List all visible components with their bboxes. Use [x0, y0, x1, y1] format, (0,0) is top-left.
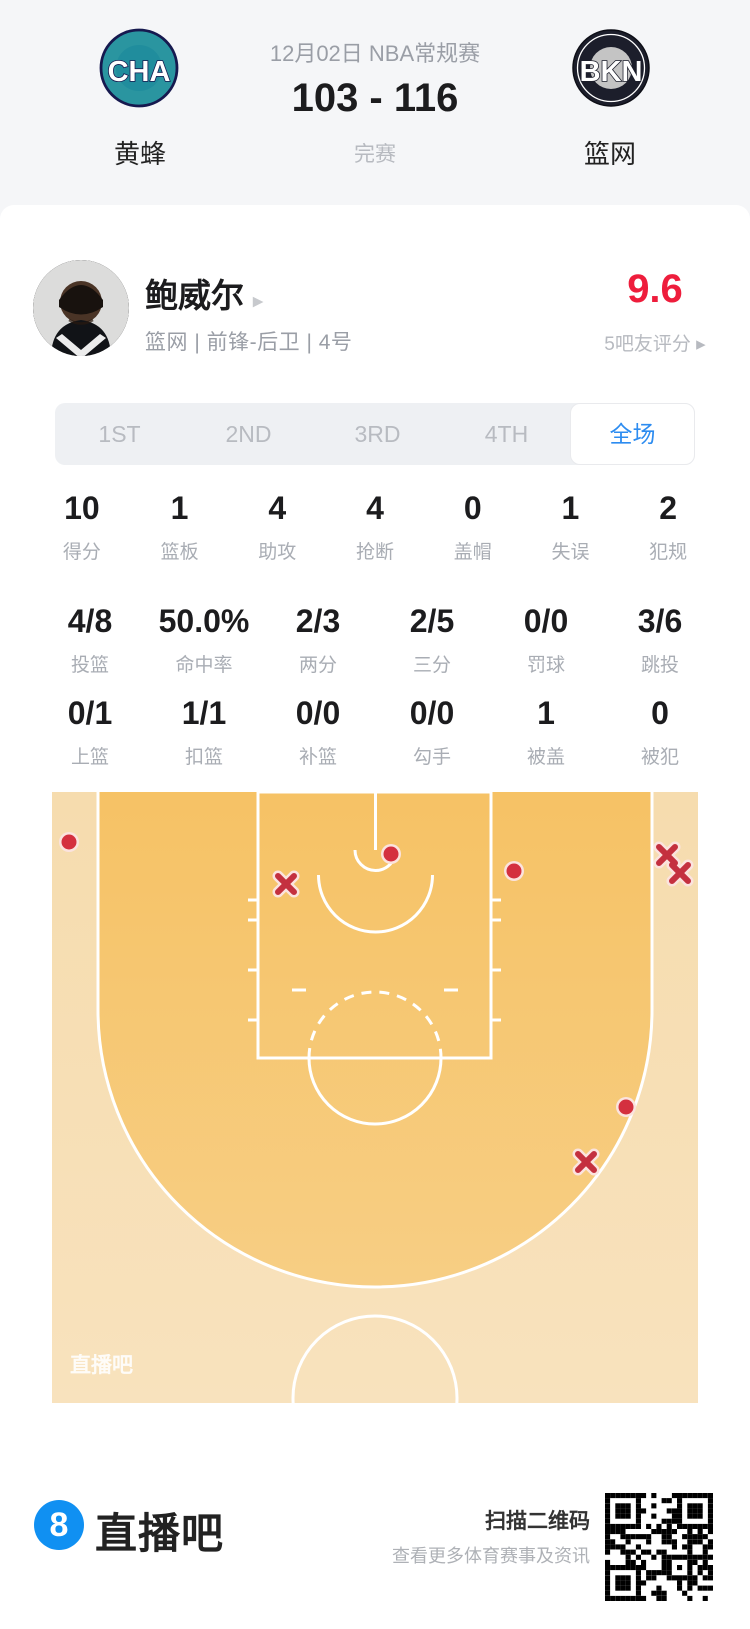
svg-text:直播吧: 直播吧: [70, 1354, 133, 1377]
svg-text:8: 8: [50, 1506, 69, 1544]
svg-text:CHA: CHA: [108, 56, 171, 88]
svg-text:BKN: BKN: [580, 56, 643, 88]
